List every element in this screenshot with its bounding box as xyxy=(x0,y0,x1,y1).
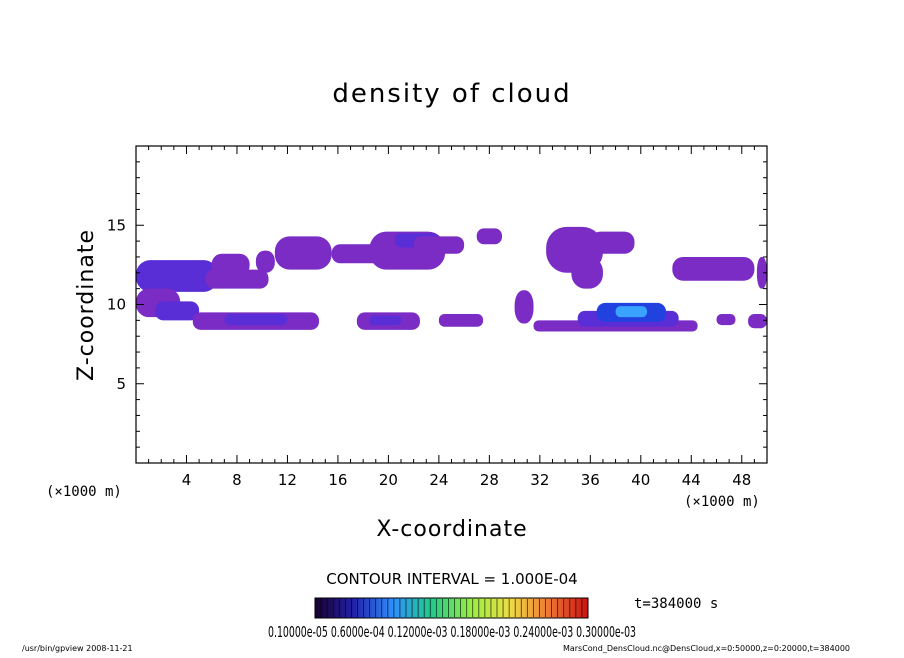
cloud-region xyxy=(413,236,465,254)
axis-ticks xyxy=(136,146,767,463)
footer-right-text: MarsCond_DensCloud.nc@DensCloud,x=0:5000… xyxy=(563,644,850,653)
x-tick-label: 44 xyxy=(682,471,701,489)
cloud-region xyxy=(369,315,402,326)
colorbar-level-lines xyxy=(320,599,583,617)
cloud-region xyxy=(476,228,502,245)
x-tick-label: 40 xyxy=(631,471,650,489)
colorbar xyxy=(314,597,589,619)
cloud-region xyxy=(136,260,219,292)
x-unit-label: (×1000 m) xyxy=(684,494,760,510)
cloud-region xyxy=(615,306,648,318)
x-tick-label: 4 xyxy=(182,471,192,489)
cloud-region xyxy=(716,314,736,326)
x-tick-label: 28 xyxy=(480,471,499,489)
time-label: t=384000 s xyxy=(634,596,718,612)
y-tick-label: 15 xyxy=(107,216,126,234)
plot-frame xyxy=(135,145,768,464)
cloud-region xyxy=(438,314,484,327)
x-tick-label: 36 xyxy=(581,471,600,489)
x-tick-label: 24 xyxy=(429,471,448,489)
x-tick-labels: 4 8 12 16 20 24 28 32 36 40 44 48 xyxy=(182,471,752,489)
y-tick-label: 5 xyxy=(116,375,126,393)
y-axis-label: Z-coordinate xyxy=(74,229,99,381)
contour-interval-text: CONTOUR INTERVAL = 1.000E-04 xyxy=(326,570,577,588)
cloud-region xyxy=(590,231,635,254)
cloud-region xyxy=(571,256,603,289)
colorbar-tick-labels: 0.10000e-05 0.6000e-04 0.12000e-03 0.180… xyxy=(268,623,636,641)
footer-left-text: /usr/bin/gpview 2008-11-21 xyxy=(22,644,133,653)
chart-title: density of cloud xyxy=(332,79,571,109)
cloud-region xyxy=(274,236,332,270)
x-tick-label: 16 xyxy=(328,471,347,489)
y-tick-labels: 5 10 15 xyxy=(107,216,126,393)
cloud-region xyxy=(211,253,250,276)
y-tick-label: 10 xyxy=(107,296,126,314)
cloud-region xyxy=(748,314,767,329)
cloud-region xyxy=(154,301,200,321)
y-unit-label: (×1000 m) xyxy=(46,484,122,500)
x-tick-label: 48 xyxy=(732,471,751,489)
cloud-density-field xyxy=(136,226,767,332)
x-tick-label: 32 xyxy=(530,471,549,489)
cloud-region xyxy=(672,256,755,281)
cloud-region xyxy=(224,314,288,326)
x-tick-label: 20 xyxy=(379,471,398,489)
x-axis-label: X-coordinate xyxy=(376,517,527,542)
cloud-region xyxy=(255,250,275,273)
cloud-region xyxy=(514,290,534,324)
x-tick-label: 12 xyxy=(278,471,297,489)
cloud-region xyxy=(756,256,767,289)
x-tick-label: 8 xyxy=(232,471,242,489)
